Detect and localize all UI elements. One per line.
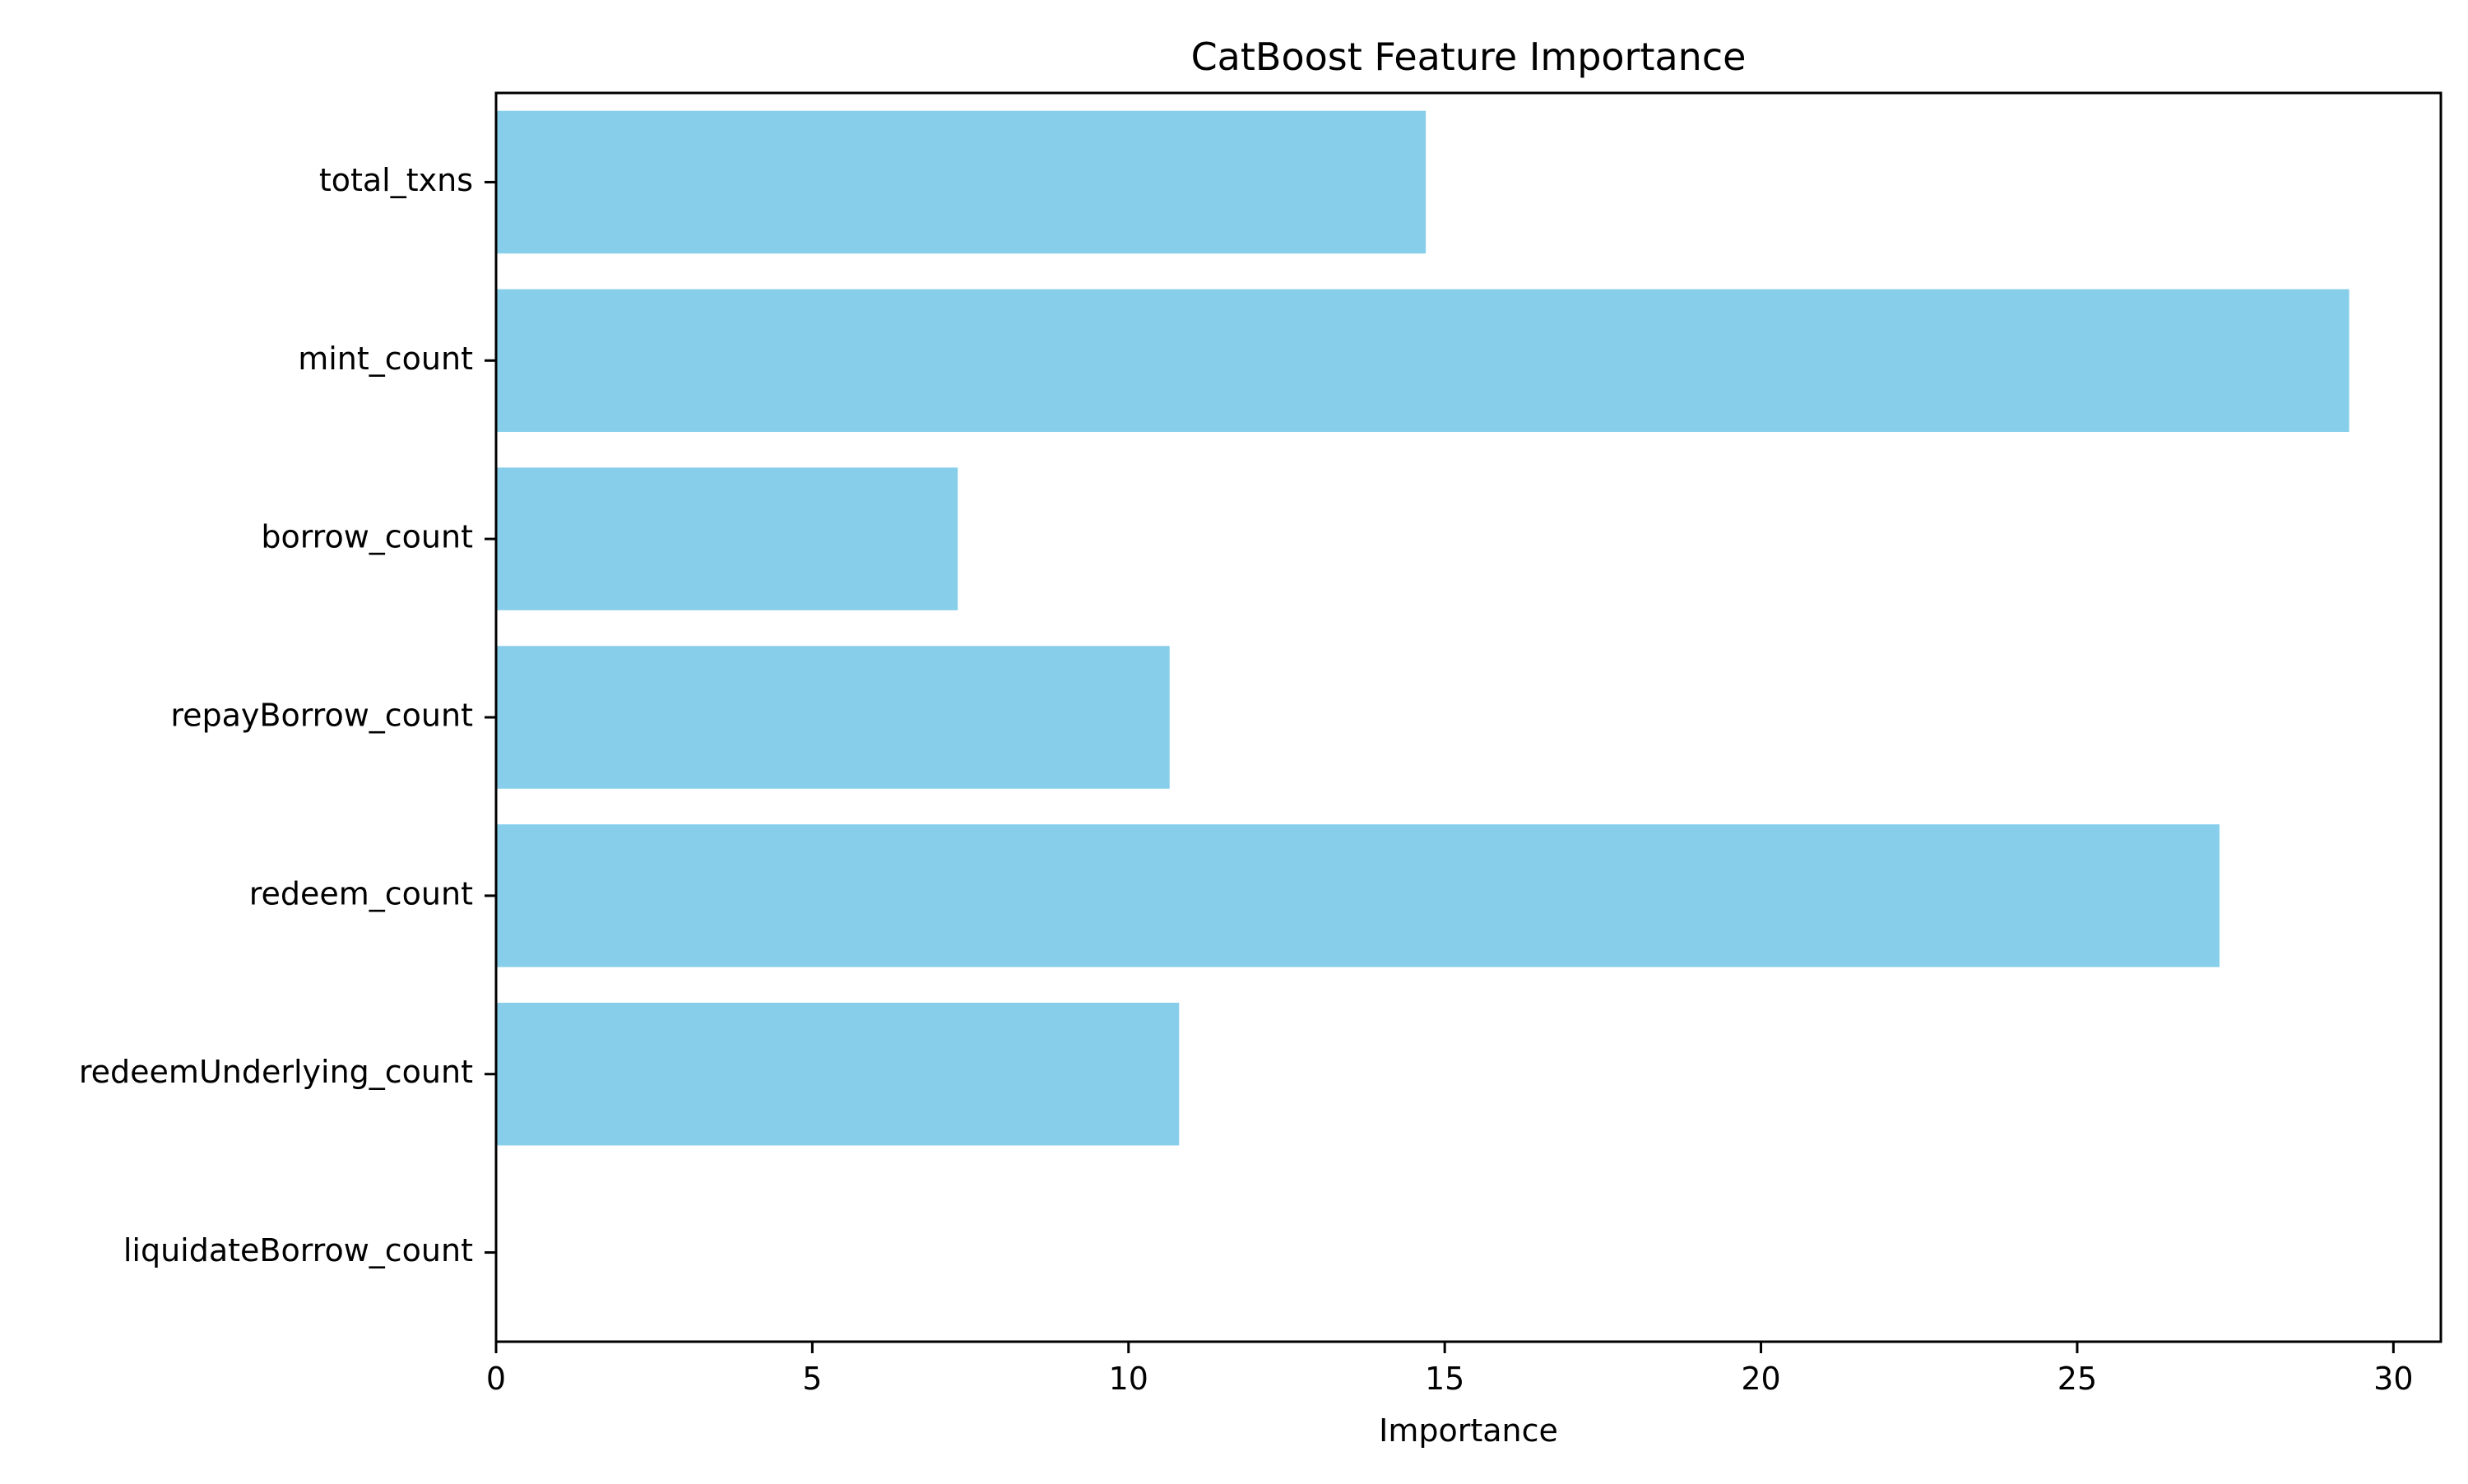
x-tick-label: 10 — [1109, 1361, 1148, 1397]
y-tick-label: repayBorrow_count — [170, 698, 473, 734]
x-tick-label: 20 — [1741, 1361, 1780, 1397]
y-axis: total_txns mint_count borrow_count repayBor… — [79, 162, 496, 1268]
chart-title: CatBoost Feature Importance — [1191, 35, 1747, 79]
x-tick-label: 0 — [486, 1361, 506, 1397]
x-axis: 0 5 10 15 20 25 30 — [486, 1342, 2414, 1397]
bar-redeem_count — [496, 824, 2220, 967]
x-tick-label: 25 — [2057, 1361, 2097, 1397]
x-tick-label: 30 — [2373, 1361, 2413, 1397]
x-tick-label: 15 — [1425, 1361, 1464, 1397]
x-axis-label: Importance — [1379, 1412, 1558, 1449]
bar-redeemUnderlying_count — [496, 1002, 1180, 1146]
y-tick-label: total_txns — [319, 162, 473, 198]
bar-repayBorrow_count — [496, 646, 1170, 789]
bar-total_txns — [496, 110, 1427, 254]
y-tick-label: liquidateBorrow_count — [123, 1232, 473, 1268]
y-tick-label: redeemUnderlying_count — [79, 1054, 473, 1090]
x-tick-label: 5 — [802, 1361, 822, 1397]
y-tick-label: redeem_count — [249, 875, 473, 911]
bar-mint_count — [496, 289, 2350, 433]
bars-layer — [496, 110, 2350, 1146]
bar-borrow_count — [496, 467, 958, 610]
y-tick-label: borrow_count — [261, 519, 473, 555]
y-tick-label: mint_count — [298, 341, 473, 377]
